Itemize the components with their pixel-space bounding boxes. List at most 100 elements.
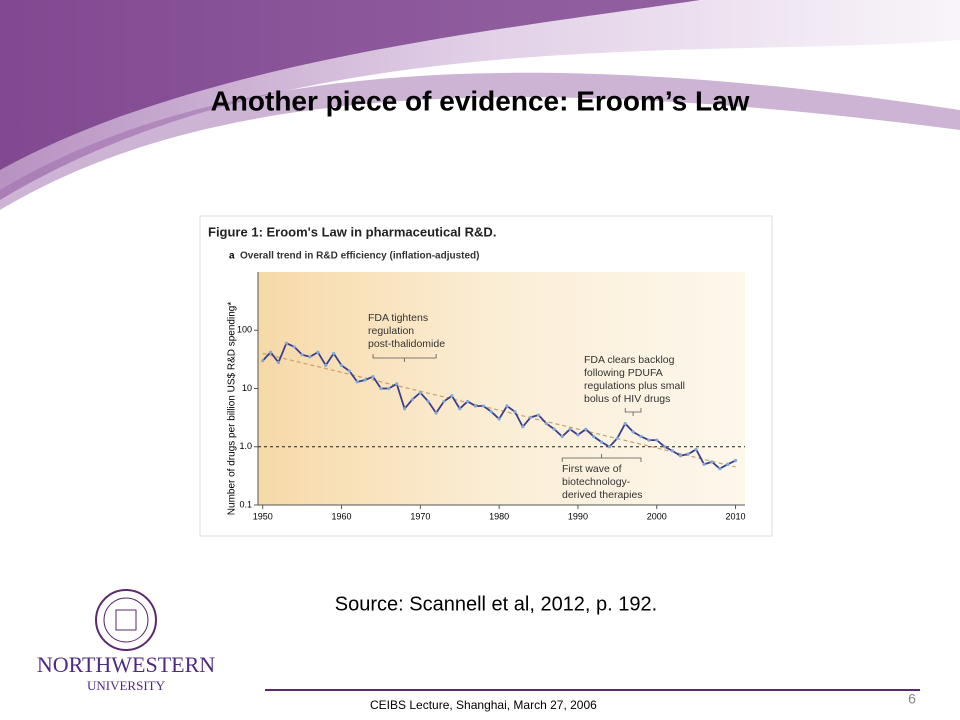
data-point [269, 350, 273, 354]
slide-title: Another piece of evidence: Eroom’s Law [211, 85, 750, 116]
data-point [387, 386, 391, 391]
data-point [473, 404, 478, 408]
x-tick-label: 2000 [647, 511, 667, 521]
subtitle: Overall trend in R&D efficiency (inflati… [240, 251, 479, 262]
annotation: regulation [368, 325, 414, 337]
data-point [442, 399, 446, 404]
data-point [379, 386, 383, 391]
data-point [521, 425, 525, 429]
data-point [347, 369, 352, 373]
data-point [481, 404, 485, 408]
data-point [458, 407, 462, 411]
panel-label: a [229, 251, 235, 262]
data-point [702, 462, 706, 466]
data-point [371, 375, 375, 379]
data-point [592, 434, 596, 439]
data-point [552, 427, 556, 431]
data-point [284, 341, 288, 345]
data-point [733, 458, 738, 463]
x-tick-label: 1960 [332, 511, 352, 521]
data-point [489, 410, 493, 414]
data-point [324, 363, 328, 367]
bracket [624, 408, 642, 416]
data-point [332, 351, 336, 356]
x-tick-label: 1980 [489, 511, 509, 521]
data-point [655, 438, 659, 442]
logo-seal [95, 589, 157, 651]
x-tick-label: 1950 [253, 511, 273, 521]
data-point [308, 355, 312, 359]
data-point [402, 407, 407, 411]
footer: CEIBS Lecture, Shanghai, March 27, 2006 [370, 698, 597, 712]
data-point [339, 363, 344, 367]
annotation: First wave of [562, 463, 622, 475]
data-point [395, 382, 399, 386]
data-point [584, 427, 588, 431]
data-point [568, 427, 572, 431]
data-point [647, 438, 651, 442]
data-point [678, 454, 682, 458]
data-point [316, 350, 320, 354]
annotation: bolus of HIV drugs [584, 393, 670, 405]
data-point [497, 417, 501, 421]
swoosh [0, 72, 960, 210]
x-tick-label: 1990 [568, 511, 588, 521]
swoosh [0, 0, 700, 170]
page-number: 6 [908, 691, 916, 707]
logo-name: NORTHWESTERN [37, 652, 215, 677]
x-tick-label: 2010 [726, 511, 746, 521]
data-point [536, 413, 541, 417]
data-point [726, 462, 730, 466]
bracket [561, 454, 642, 462]
data-point [607, 445, 612, 449]
data-point [529, 415, 533, 419]
annotation: FDA tightens [368, 312, 428, 324]
data-point [718, 467, 722, 471]
data-point [292, 345, 296, 349]
data-point [544, 421, 549, 426]
data-point [631, 430, 635, 434]
data-point [505, 404, 509, 408]
data-point [599, 440, 604, 444]
data-point [434, 411, 438, 415]
data-point [450, 394, 454, 398]
x-tick-label: 1970 [410, 511, 430, 521]
data-point [355, 380, 359, 384]
chart: Figure 1: Eroom's Law in pharmaceutical … [208, 224, 746, 521]
figure-title: Figure 1: Eroom's Law in pharmaceutical … [208, 224, 496, 239]
annotation: following PDUFA [584, 367, 663, 379]
data-point [670, 449, 675, 453]
bracket [372, 354, 437, 362]
data-point [623, 421, 627, 426]
annotation: derived therapies [562, 489, 643, 501]
y-tick-label: 100 [237, 325, 252, 335]
data-point [576, 433, 580, 437]
data-point [418, 391, 422, 395]
data-point [639, 434, 643, 439]
data-point [426, 399, 430, 404]
data-point [694, 447, 698, 452]
data-point [710, 460, 714, 464]
data-point [261, 359, 265, 363]
plot-area [258, 272, 745, 505]
data-point [686, 452, 690, 456]
y-tick-label: 1.0 [239, 441, 252, 451]
y-tick-label: 0.1 [239, 499, 252, 509]
data-point [615, 436, 619, 440]
data-point [410, 397, 415, 401]
annotation: FDA clears backlog [584, 354, 675, 366]
annotation: regulations plus small [584, 380, 685, 392]
annotation: post-thalidomide [368, 338, 445, 350]
logo-sub: UNIVERSITY [87, 678, 166, 693]
data-point [466, 399, 470, 404]
data-point [300, 353, 304, 357]
source: Source: Scannell et al, 2012, p. 192. [335, 593, 657, 615]
data-point [663, 445, 667, 449]
data-point [363, 378, 367, 382]
data-point [560, 434, 564, 439]
annotation: biotechnology- [562, 476, 631, 488]
y-axis-label: Number of drugs per billion US$ R&D spen… [227, 302, 238, 516]
data-point [276, 360, 281, 365]
y-tick-label: 10 [242, 383, 252, 393]
